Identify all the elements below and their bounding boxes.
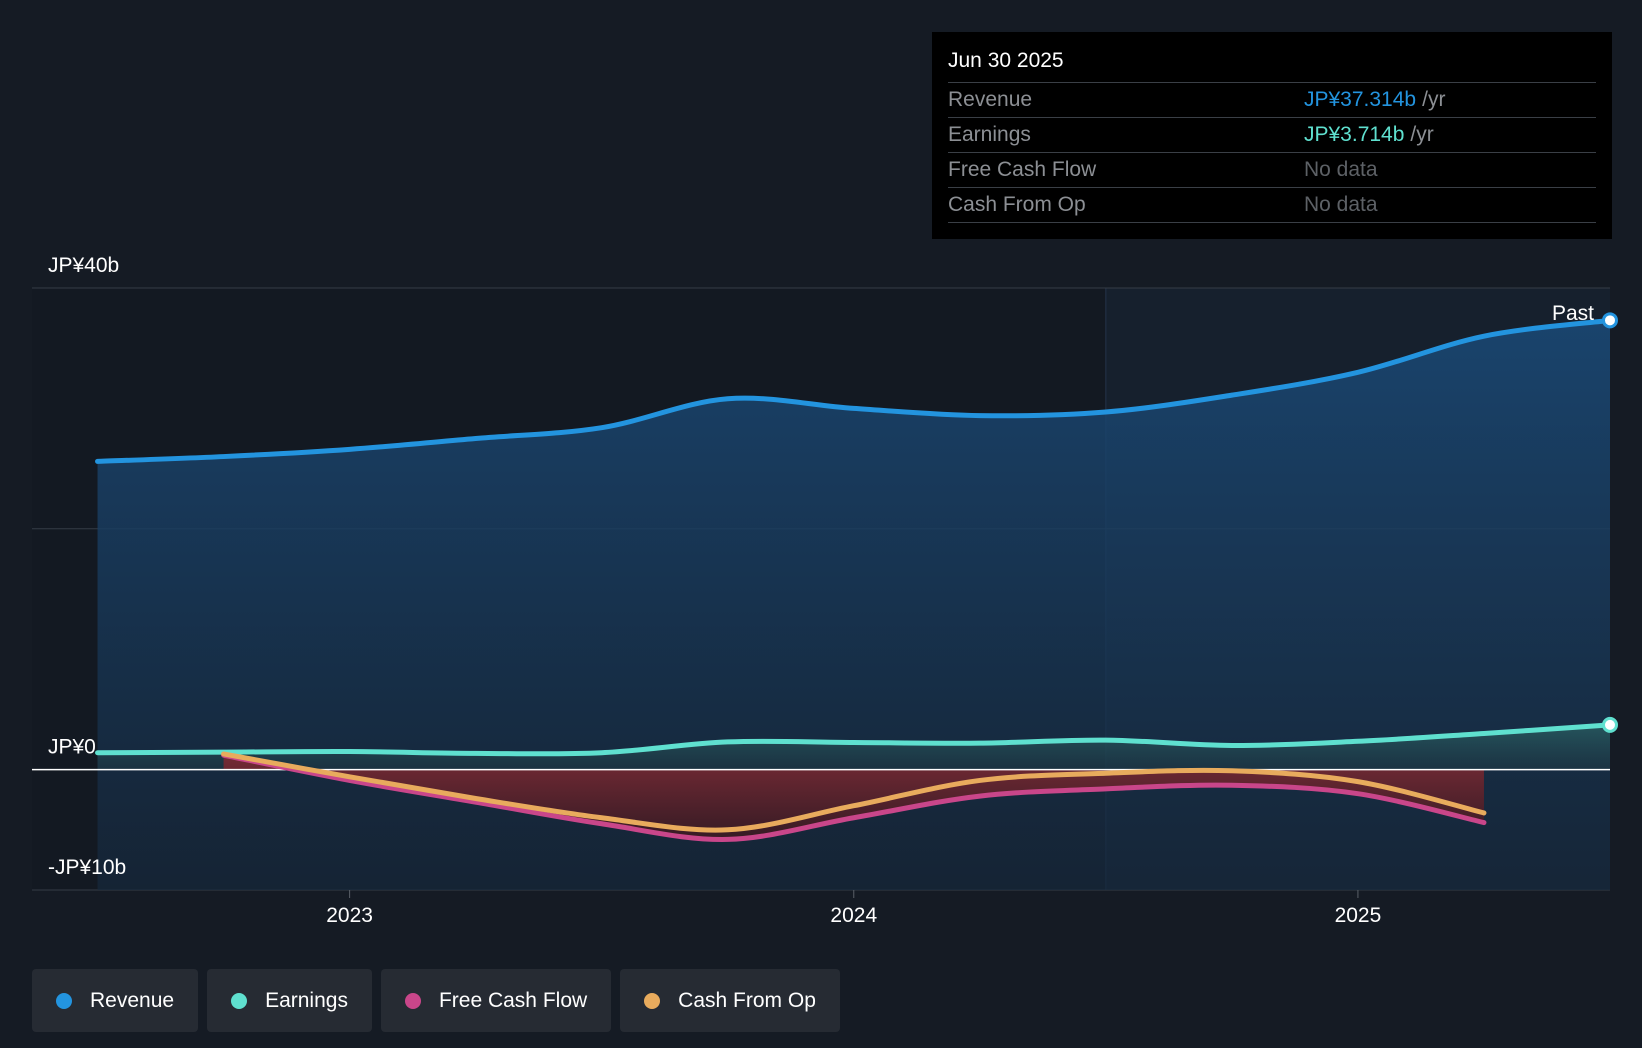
x-tick-label: 2024 xyxy=(830,904,877,927)
cash-flow-area xyxy=(223,755,1484,840)
end-markers xyxy=(1602,312,1618,733)
tooltip-label: Free Cash Flow xyxy=(948,158,1097,181)
tooltip-row-earnings: Earnings JP¥3.714b /yr xyxy=(948,118,1596,153)
legend-label: Free Cash Flow xyxy=(438,988,588,1012)
tooltip: Jun 30 2025 Revenue JP¥37.314b /yr Earni… xyxy=(932,32,1612,239)
dot-icon xyxy=(404,992,421,1009)
earnings-area xyxy=(97,724,1610,770)
past-label: Past xyxy=(1552,302,1594,325)
dot-icon xyxy=(644,992,661,1009)
tooltip-row-cash-from-op: Cash From Op No data xyxy=(948,188,1596,223)
tooltip-label: Revenue xyxy=(948,88,1033,111)
y-tick-label: JP¥40b xyxy=(48,254,119,277)
cash-from-op-line xyxy=(221,751,1487,833)
tooltip-row-revenue: Revenue JP¥37.314b /yr xyxy=(948,83,1596,118)
legend-item-free-cash-flow[interactable]: Free Cash Flow xyxy=(380,969,612,1032)
x-tick-label: 2025 xyxy=(1335,904,1382,927)
legend: Revenue Earnings Free Cash Flow Cash Fro… xyxy=(32,969,840,1032)
tooltip-value-revenue: JP¥37.314b xyxy=(1304,88,1417,111)
y-tick-label: -JP¥10b xyxy=(48,856,126,879)
y-tick-label: JP¥0 xyxy=(48,736,96,759)
dot-icon xyxy=(231,992,248,1009)
legend-item-earnings[interactable]: Earnings xyxy=(207,969,372,1032)
revenue-end-marker xyxy=(1602,312,1618,329)
tooltip-label: Cash From Op xyxy=(948,193,1086,216)
tooltip-unit: /yr xyxy=(1422,88,1446,111)
y-axis-labels: JP¥40b JP¥0 -JP¥10b xyxy=(48,254,126,879)
legend-label: Cash From Op xyxy=(678,988,816,1012)
x-axis: 2023 2024 2025 xyxy=(326,890,1381,927)
tooltip-row-free-cash-flow: Free Cash Flow No data xyxy=(948,153,1596,188)
legend-item-cash-from-op[interactable]: Cash From Op xyxy=(620,969,840,1032)
tooltip-unit: /yr xyxy=(1410,123,1434,146)
earnings-line xyxy=(95,722,1613,757)
legend-item-revenue[interactable]: Revenue xyxy=(32,969,199,1032)
revenue-line xyxy=(95,317,1613,464)
x-tick-label: 2023 xyxy=(326,904,373,927)
tooltip-value-earnings: JP¥3.714b xyxy=(1304,123,1405,146)
legend-label: Revenue xyxy=(90,988,175,1012)
earnings-end-marker xyxy=(1602,716,1618,733)
tooltip-value-cash-from-op: No data xyxy=(1304,193,1378,216)
free-cash-flow-line xyxy=(221,752,1487,842)
dot-icon xyxy=(56,992,72,1009)
tooltip-date: Jun 30 2025 xyxy=(948,46,1596,83)
legend-label: Earnings xyxy=(265,988,348,1012)
tooltip-value-free-cash-flow: No data xyxy=(1304,158,1378,181)
tooltip-label: Earnings xyxy=(948,123,1031,146)
series-lines xyxy=(95,317,1613,842)
